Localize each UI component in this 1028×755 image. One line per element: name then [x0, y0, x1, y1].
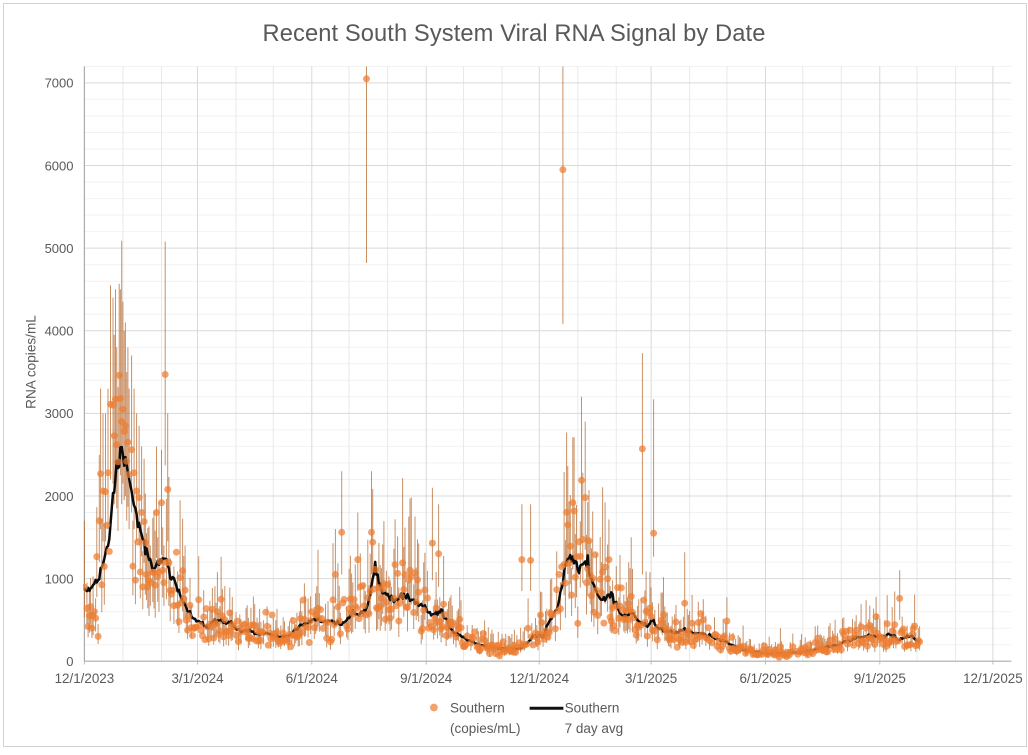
svg-text:6/1/2024: 6/1/2024: [286, 671, 339, 686]
svg-text:5000: 5000: [45, 241, 74, 256]
svg-text:6000: 6000: [45, 158, 74, 173]
svg-text:12/1/2025: 12/1/2025: [963, 671, 1023, 686]
svg-text:3/1/2025: 3/1/2025: [625, 671, 677, 686]
svg-text:3/1/2024: 3/1/2024: [171, 671, 224, 686]
svg-text:7000: 7000: [45, 76, 74, 91]
svg-text:Southern: Southern: [450, 701, 505, 716]
svg-text:9/1/2024: 9/1/2024: [400, 671, 453, 686]
svg-text:(copies/mL): (copies/mL): [450, 721, 521, 736]
svg-text:12/1/2023: 12/1/2023: [55, 671, 115, 686]
svg-text:RNA copies/mL: RNA copies/mL: [23, 315, 38, 409]
svg-text:6/1/2025: 6/1/2025: [739, 671, 791, 686]
svg-text:1000: 1000: [45, 571, 74, 586]
svg-text:12/1/2024: 12/1/2024: [510, 671, 570, 686]
svg-text:4000: 4000: [45, 324, 74, 339]
svg-text:2000: 2000: [45, 489, 74, 504]
svg-text:7 day avg: 7 day avg: [565, 721, 624, 736]
svg-text:3000: 3000: [45, 406, 74, 421]
svg-text:Recent South System Viral RNA: Recent South System Viral RNA Signal by …: [263, 21, 766, 47]
svg-text:9/1/2025: 9/1/2025: [854, 671, 906, 686]
svg-text:0: 0: [66, 654, 73, 669]
svg-text:Southern: Southern: [565, 701, 620, 716]
